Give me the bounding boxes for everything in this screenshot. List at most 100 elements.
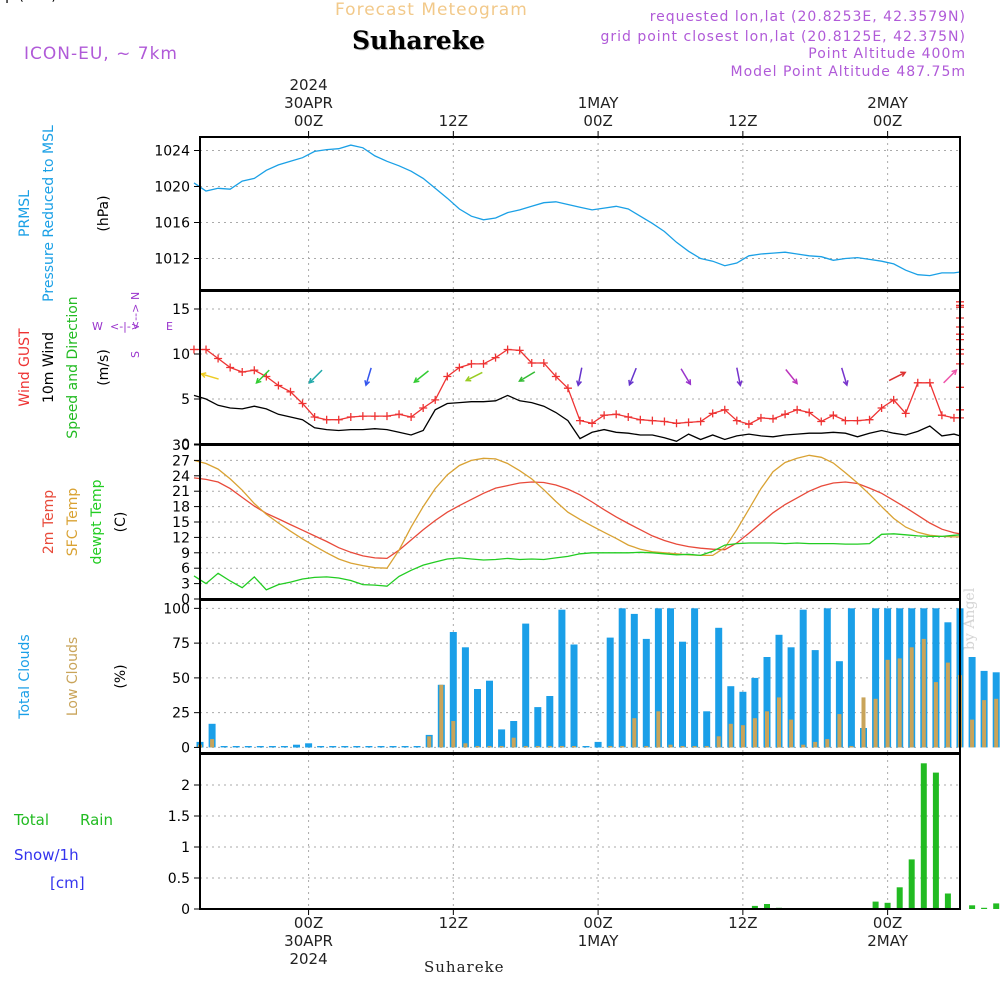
wind-direction-arrowhead — [199, 372, 207, 378]
clouds-bar — [439, 684, 444, 748]
gust-marker — [563, 384, 572, 393]
clouds-bar — [691, 608, 699, 748]
wind-direction-arrow — [680, 368, 691, 385]
clouds-bar — [208, 723, 216, 748]
y-tick-label: 30 — [172, 438, 190, 454]
y-tick-label: 12 — [172, 530, 190, 546]
clouds-bar — [474, 689, 481, 748]
bottom-time-label: 1MAY — [578, 932, 620, 950]
precip-bar — [896, 887, 903, 909]
clouds-bar — [644, 746, 649, 748]
y-tick-label: 2 — [181, 778, 190, 794]
precip-bar — [944, 893, 951, 909]
clouds-bar — [618, 608, 626, 748]
gust-marker — [346, 413, 355, 421]
point-altitude: Point Altitude 400m — [808, 46, 966, 62]
gust-marker — [672, 419, 681, 428]
gust-marker — [865, 415, 874, 424]
clouds-bar — [389, 746, 397, 748]
clouds-bar — [570, 644, 578, 748]
precip-bar — [920, 763, 927, 909]
clouds-bar — [667, 608, 674, 748]
series-line-10m-wind — [193, 376, 961, 443]
gust-marker — [829, 411, 838, 420]
gust-marker — [226, 363, 235, 372]
gust-marker — [539, 359, 548, 367]
clouds-bar — [630, 613, 638, 748]
clouds-bar — [632, 718, 637, 748]
panel-frame-precip — [199, 753, 961, 910]
clouds-bar — [752, 718, 757, 748]
clouds-bar — [680, 746, 685, 748]
gust-marker — [793, 405, 802, 414]
clouds-bar — [861, 697, 866, 748]
clouds-bar — [751, 677, 759, 748]
clouds-bar — [642, 638, 650, 748]
compass-west: W — [92, 320, 103, 333]
gust-marker — [744, 420, 753, 429]
panel-label-wind-1: 10m Wind — [41, 332, 57, 403]
y-tick-label: 50 — [172, 671, 190, 687]
wind-direction-arrowhead — [685, 379, 692, 386]
gust-marker — [720, 405, 729, 414]
credit-watermark: by Angel — [962, 587, 978, 650]
compass-ns-arrow: <--> — [129, 304, 142, 330]
gust-marker — [648, 416, 657, 425]
data-layer — [189, 144, 1000, 909]
clouds-bar — [763, 657, 771, 748]
gust-marker — [612, 410, 621, 419]
precip-bar — [969, 905, 976, 909]
gust-marker — [937, 411, 946, 420]
gust-marker — [286, 387, 295, 396]
y-tick-label: 25 — [172, 706, 190, 722]
gust-marker — [781, 410, 790, 419]
clouds-bar — [317, 746, 325, 748]
clouds-bar — [847, 608, 855, 748]
gust-marker — [600, 411, 609, 420]
gust-marker — [382, 412, 391, 421]
y-tick-label: 0 — [181, 592, 190, 608]
clouds-bar — [825, 739, 830, 748]
clouds-bar — [510, 721, 518, 748]
bottom-time-label: 00Z — [873, 914, 902, 932]
panel-frame-clouds — [199, 599, 961, 754]
wind-direction-arrow — [465, 371, 483, 382]
gust-marker — [636, 415, 645, 424]
clouds-bar — [897, 658, 902, 748]
clouds-bar — [487, 746, 492, 748]
clouds-bar — [765, 711, 769, 748]
top-time-label: 2MAY — [867, 94, 909, 112]
gust-marker — [370, 412, 379, 421]
clouds-bar — [608, 746, 613, 748]
panel-label-temperature-1: SFC Temp — [65, 488, 81, 557]
gust-marker — [756, 413, 765, 422]
clouds-bar — [268, 746, 276, 748]
top-time-label: 1MAY — [578, 94, 620, 112]
clouds-bar — [704, 746, 709, 748]
clouds-bar — [449, 632, 457, 748]
gust-marker — [274, 381, 283, 390]
wind-direction-arrow — [308, 369, 323, 384]
bottom-time-label: 2024 — [289, 950, 327, 968]
clouds-bar — [535, 746, 540, 748]
clouds-bar — [594, 741, 602, 748]
gust-marker — [913, 378, 922, 387]
gust-marker — [901, 409, 910, 418]
panel-label-clouds-0: Total Clouds — [17, 634, 33, 719]
series-line-prmsl — [193, 144, 961, 277]
wind-direction-arrowhead — [364, 380, 371, 387]
gust-marker — [576, 416, 584, 425]
precip-bar — [993, 903, 1000, 909]
clouds-bar — [654, 608, 662, 748]
clouds-bar — [945, 662, 950, 748]
top-time-label: 00Z — [294, 112, 323, 130]
wind-direction-arrow — [628, 367, 637, 386]
station-name: Suhareke — [352, 26, 485, 55]
panel-label-pressure-2: (hPa) — [96, 195, 112, 231]
gust-marker — [202, 345, 211, 354]
panel-label-pressure-0: PRMSL — [17, 190, 33, 237]
clouds-bar — [970, 719, 975, 748]
y-tick-label: 5 — [181, 392, 190, 408]
